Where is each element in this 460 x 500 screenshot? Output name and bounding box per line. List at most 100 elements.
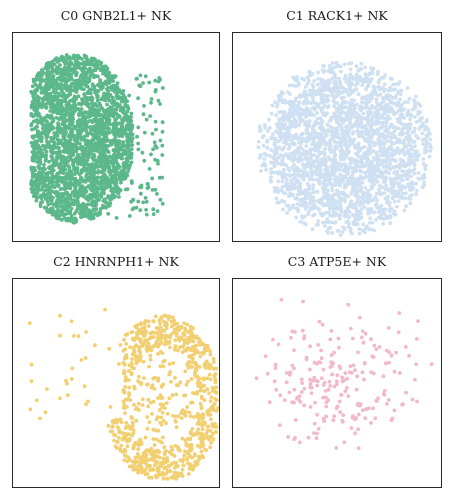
- scatter-point: [370, 159, 375, 164]
- scatter-point: [135, 76, 139, 81]
- scatter-point: [408, 197, 413, 201]
- scatter-point: [160, 120, 165, 125]
- scatter-point: [306, 191, 311, 196]
- scatter-point: [374, 191, 379, 196]
- scatter-point: [292, 156, 297, 161]
- scatter-point: [269, 148, 274, 152]
- scatter-point: [136, 125, 141, 130]
- scatter-point: [94, 113, 99, 118]
- scatter-point: [42, 162, 46, 167]
- scatter-point: [376, 169, 381, 174]
- scatter-point: [352, 214, 357, 218]
- scatter-point: [136, 147, 141, 152]
- scatter-point: [156, 98, 161, 103]
- scatter-point: [296, 207, 300, 212]
- scatter-point: [121, 177, 126, 182]
- scatter-point: [416, 101, 421, 106]
- scatter-point: [281, 190, 286, 195]
- scatter-point: [140, 150, 145, 155]
- scatter-point: [376, 111, 381, 116]
- scatter-point: [107, 112, 112, 117]
- scatter-point: [408, 117, 412, 122]
- scatter-point: [82, 165, 87, 170]
- scatter-point: [338, 114, 342, 119]
- scatter-point: [57, 152, 62, 157]
- scatter-point: [89, 70, 94, 75]
- scatter-point: [303, 196, 307, 201]
- scatter-point: [285, 211, 289, 215]
- scatter-point: [46, 92, 50, 96]
- scatter-point: [30, 190, 35, 195]
- scatter-point: [155, 192, 159, 196]
- scatter-point: [49, 63, 54, 68]
- scatter-point: [308, 156, 313, 161]
- scatter-point: [95, 119, 99, 124]
- scatter-point: [300, 191, 305, 196]
- scatter-point: [72, 172, 77, 177]
- scatter-point: [402, 208, 407, 213]
- scatter-point: [337, 206, 342, 211]
- scatter-point: [141, 81, 145, 85]
- scatter-point: [399, 174, 404, 179]
- scatter-point: [57, 91, 62, 96]
- scatter-point: [102, 188, 106, 193]
- scatter-point: [130, 143, 135, 147]
- scatter-point: [410, 130, 415, 135]
- scatter-point: [321, 196, 326, 201]
- scatter-point: [92, 102, 97, 107]
- scatter-point: [326, 98, 331, 103]
- scatter-point: [323, 224, 327, 228]
- scatter-point: [127, 155, 132, 160]
- scatter-point: [30, 155, 35, 160]
- scatter-point: [338, 124, 342, 129]
- scatter-point: [403, 145, 407, 149]
- scatter-point: [282, 126, 286, 131]
- scatter-point: [421, 124, 425, 128]
- scatter-point: [345, 171, 350, 176]
- scatter-point: [328, 225, 332, 230]
- scatter-point: [323, 147, 327, 151]
- scatter-point: [88, 87, 93, 92]
- scatter-point: [330, 66, 335, 70]
- scatter-point: [65, 78, 70, 83]
- scatter-point: [68, 130, 73, 134]
- scatter-point: [46, 66, 51, 71]
- scatter-point: [359, 156, 363, 161]
- scatter-point: [319, 132, 324, 136]
- scatter-point: [99, 97, 104, 102]
- scatter-point: [112, 103, 116, 107]
- scatter-point: [139, 191, 143, 196]
- scatter-point: [354, 168, 359, 173]
- scatter-point: [107, 70, 112, 75]
- scatter-point: [311, 88, 316, 93]
- scatter-point: [99, 195, 104, 199]
- scatter-point: [115, 81, 120, 86]
- scatter-point: [327, 210, 332, 215]
- scatter-point: [340, 191, 345, 196]
- scatter-point: [308, 110, 312, 114]
- scatter-point: [382, 82, 387, 87]
- scatter-point: [396, 173, 400, 178]
- scatter-point: [129, 115, 133, 119]
- scatter-point: [341, 225, 345, 230]
- scatter-point: [98, 144, 103, 149]
- scatter-point: [129, 147, 134, 152]
- scatter-point: [423, 167, 427, 172]
- scatter-point: [387, 116, 392, 121]
- scatter-point: [368, 173, 373, 177]
- scatter-point: [153, 144, 158, 148]
- scatter-point: [67, 72, 71, 77]
- scatter-point: [38, 115, 43, 120]
- scatter-point: [259, 169, 263, 173]
- scatter-point: [325, 217, 329, 222]
- scatter-point: [384, 200, 389, 205]
- scatter-point: [310, 93, 315, 98]
- scatter-point: [63, 113, 68, 118]
- scatter-point: [100, 169, 105, 174]
- scatter-point: [57, 149, 62, 154]
- scatter-point: [83, 150, 87, 155]
- scatter-point: [327, 129, 331, 133]
- scatter-point: [383, 207, 387, 212]
- scatter-point: [160, 153, 165, 157]
- scatter-point: [66, 218, 71, 223]
